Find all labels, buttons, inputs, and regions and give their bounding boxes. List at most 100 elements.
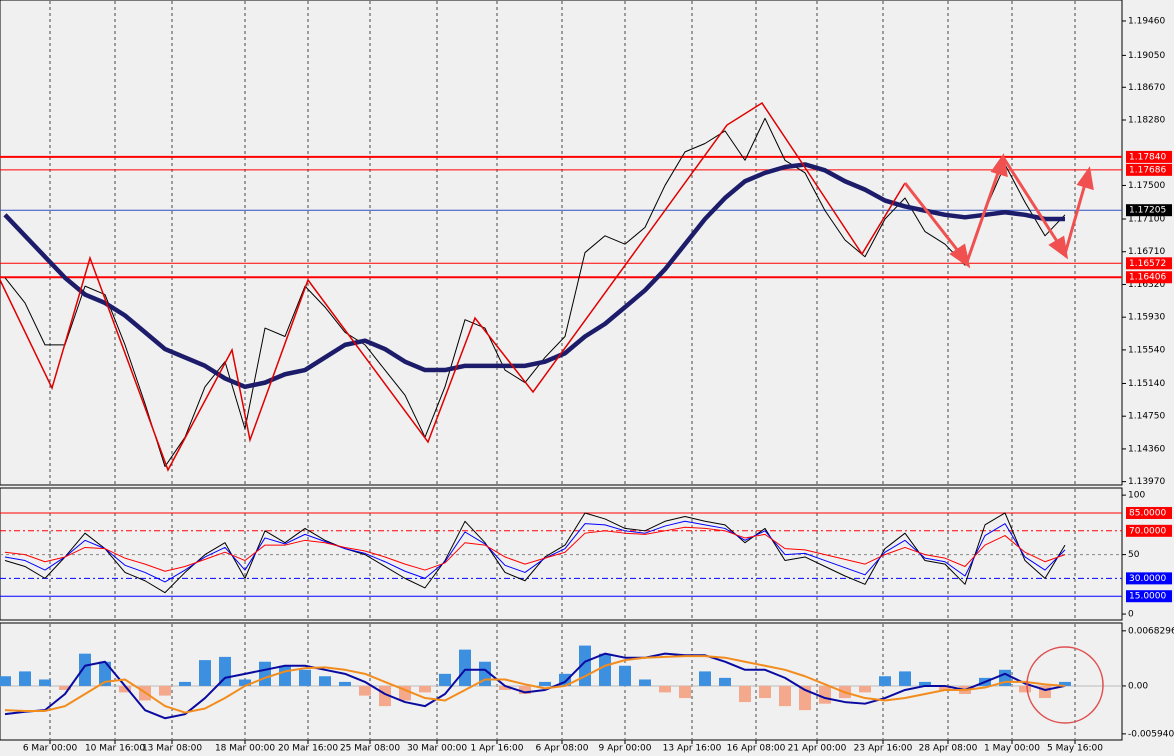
histogram-bar [419,685,431,693]
y-tick-label: 50 [1128,550,1140,560]
x-tick-label: 5 May 16:00 [1047,744,1103,754]
level-label: 1.17686 [1129,165,1166,175]
histogram-bar [119,685,131,693]
level-label-box [1126,163,1172,176]
histogram-bar [199,660,211,686]
histogram-bar [239,679,251,686]
arrow [1063,183,1087,255]
series-line [4,512,1066,594]
histogram-bar [19,671,31,686]
arrow-head [990,153,1008,178]
x-tick-label: 28 Apr 08:00 [919,744,978,754]
histogram-bar [299,669,311,686]
arrow [903,182,964,257]
histogram-bar [719,677,731,686]
x-tick-label: 13 Apr 16:00 [663,744,722,754]
x-tick-label: 9 Apr 00:00 [599,744,652,754]
histogram-bar [699,671,711,686]
x-tick-label: 6 Mar 00:00 [23,744,78,754]
arrow [1001,156,1062,247]
y-tick-label: 1.18670 [1128,83,1165,93]
histogram-bar [579,645,591,686]
x-tick-label: 16 Apr 08:00 [727,744,786,754]
histogram-bar [639,679,651,686]
arrow-head [1048,235,1069,260]
histogram-bar [599,653,611,686]
histogram-bar [0,676,11,686]
histogram-bar [259,661,271,686]
x-tick-label: 10 Mar 16:00 [85,744,145,754]
histogram-bar [619,665,631,686]
zigzag [0,101,906,472]
histogram-bar [499,685,511,690]
drawings [0,101,1094,472]
level-label: 15.0000 [1129,592,1166,602]
price-panel [0,0,1123,486]
histogram-bar [739,685,751,703]
histogram-bar [859,685,871,693]
histogram-bar [899,671,911,686]
histogram-bar [439,673,451,686]
x-tick-label: 6 Apr 08:00 [536,744,589,754]
histogram-bar [59,685,71,690]
level-label-box [1126,524,1172,537]
histogram-bar [939,685,951,690]
histogram-bar [679,685,691,699]
series-line [4,526,1066,572]
series-line [4,520,1066,583]
x-tick-label: 18 Mar 00:00 [215,744,275,754]
level-label-box [1126,590,1172,603]
level-label: 1.16406 [1129,273,1166,283]
x-tick-label: 20 Mar 16:00 [278,744,338,754]
y-tick-label: 1.19460 [1128,16,1165,26]
level-label: 30.0000 [1129,574,1166,584]
y-tick-label: 1.15930 [1128,313,1165,323]
arrows [903,153,1094,269]
histogram-bar [339,681,351,686]
histogram-bar [39,679,51,686]
histogram-bar [879,676,891,686]
level-label: 70.0000 [1129,526,1166,536]
y-tick-label: 1.16320 [1128,280,1165,290]
level-label-box [1126,271,1172,284]
x-tick-label: 21 Apr 00:00 [788,744,847,754]
level-label-box [1126,150,1172,163]
histogram-bar [659,685,671,693]
histogram-bar [539,681,551,686]
y-tick-label: 1.15140 [1128,379,1165,389]
level-label: 1.17205 [1129,206,1166,216]
series-line [3,162,1065,390]
x-tick-label: 30 Mar 00:00 [407,744,467,754]
x-tick-label: 25 Mar 08:00 [340,744,400,754]
y-tick-label: 0.00 [1128,681,1148,691]
histogram-bar [159,685,171,696]
histogram-bar [179,681,191,686]
histogram-bar [359,685,371,696]
histogram-bar [99,661,111,686]
y-tick-label: 1.15540 [1128,345,1165,355]
highlight-circle [1026,646,1104,724]
arrow-head [1076,166,1094,191]
y-tick-label: 1.13970 [1128,477,1165,487]
level-label-box [1126,506,1172,519]
histogram-bar [79,653,91,686]
level-label: 85.0000 [1129,508,1166,518]
level-label: 1.17840 [1129,152,1166,162]
histogram-bar [759,685,771,699]
histogram-bar [919,681,931,686]
y-tick-label: 1.16710 [1128,247,1165,257]
level-label: 1.16572 [1129,259,1166,269]
y-tick-label: 1.14360 [1128,444,1165,454]
histogram-bar [1019,685,1031,693]
x-tick-label: 23 Apr 16:00 [854,744,913,754]
y-tick-label: -0.005940 [1128,729,1174,739]
y-tick-label: 1.14750 [1128,412,1165,422]
series-line [4,652,1066,720]
x-tick-label: 1 May 00:00 [984,744,1040,754]
rsi-panel [0,487,1123,621]
y-tick-label: 1.17500 [1128,181,1165,191]
y-tick-label: 0.0068296 [1128,626,1174,636]
histogram-bar [1059,681,1071,686]
histogram-bar [279,665,291,686]
